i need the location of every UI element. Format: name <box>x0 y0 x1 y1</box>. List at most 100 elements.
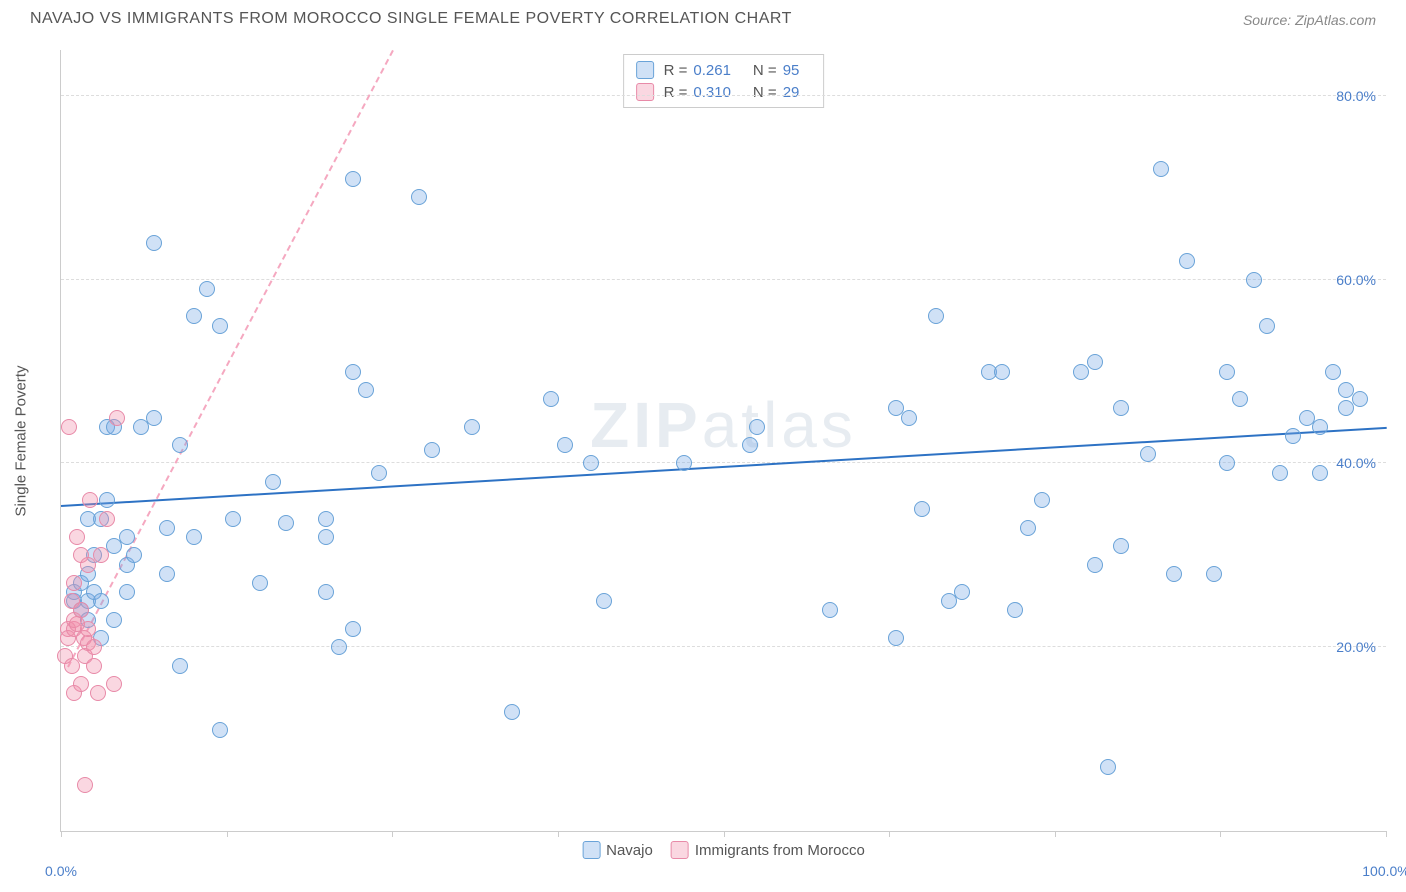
scatter-point <box>1219 455 1235 471</box>
scatter-point <box>318 511 334 527</box>
grid-line <box>61 279 1386 280</box>
scatter-point <box>742 437 758 453</box>
scatter-point <box>1140 446 1156 462</box>
scatter-point <box>345 171 361 187</box>
scatter-point <box>93 547 109 563</box>
n-label: N = <box>753 84 777 101</box>
stats-row-morocco: R = 0.310 N = 29 <box>636 81 812 103</box>
scatter-point <box>888 630 904 646</box>
scatter-point <box>464 419 480 435</box>
scatter-point <box>146 235 162 251</box>
scatter-point <box>1312 465 1328 481</box>
legend-item-navajo: Navajo <box>582 841 653 859</box>
scatter-point <box>1206 566 1222 582</box>
scatter-point <box>159 520 175 536</box>
scatter-point <box>676 455 692 471</box>
scatter-point <box>265 474 281 490</box>
scatter-point <box>106 676 122 692</box>
scatter-point <box>411 189 427 205</box>
n-label: N = <box>753 62 777 79</box>
scatter-point <box>99 492 115 508</box>
legend-label: Navajo <box>606 842 653 859</box>
x-tick-label: 100.0% <box>1362 863 1406 879</box>
legend-item-morocco: Immigrants from Morocco <box>671 841 865 859</box>
scatter-point <box>73 602 89 618</box>
scatter-point <box>504 704 520 720</box>
scatter-point <box>1113 538 1129 554</box>
scatter-point <box>371 465 387 481</box>
scatter-point <box>119 584 135 600</box>
n-value-morocco: 29 <box>783 84 800 101</box>
stats-row-navajo: R = 0.261 N = 95 <box>636 59 812 81</box>
x-tick-mark <box>558 831 559 837</box>
scatter-point <box>1259 318 1275 334</box>
scatter-point <box>345 621 361 637</box>
scatter-point <box>1285 428 1301 444</box>
scatter-point <box>331 639 347 655</box>
scatter-point <box>596 593 612 609</box>
scatter-point <box>225 511 241 527</box>
scatter-point <box>928 308 944 324</box>
swatch-navajo <box>582 841 600 859</box>
source-attribution: Source: ZipAtlas.com <box>1243 12 1376 28</box>
r-label: R = <box>664 84 688 101</box>
scatter-point <box>80 621 96 637</box>
scatter-point <box>994 364 1010 380</box>
y-tick-label: 60.0% <box>1336 272 1376 288</box>
scatter-point <box>1272 465 1288 481</box>
scatter-point <box>186 308 202 324</box>
swatch-navajo <box>636 61 654 79</box>
scatter-point <box>186 529 202 545</box>
scatter-point <box>146 410 162 426</box>
x-tick-mark <box>1220 831 1221 837</box>
scatter-point <box>1087 354 1103 370</box>
scatter-point <box>557 437 573 453</box>
x-tick-mark <box>227 831 228 837</box>
scatter-point <box>212 318 228 334</box>
scatter-point <box>954 584 970 600</box>
scatter-point <box>1087 557 1103 573</box>
scatter-point <box>77 777 93 793</box>
series-legend: Navajo Immigrants from Morocco <box>582 841 865 859</box>
scatter-point <box>914 501 930 517</box>
r-value-navajo: 0.261 <box>693 62 731 79</box>
scatter-point <box>1100 759 1116 775</box>
scatter-point <box>109 410 125 426</box>
scatter-point <box>119 529 135 545</box>
x-tick-mark <box>1386 831 1387 837</box>
scatter-point <box>318 529 334 545</box>
scatter-point <box>1020 520 1036 536</box>
scatter-point <box>159 566 175 582</box>
scatter-point <box>1325 364 1341 380</box>
correlation-scatter-chart: Single Female Poverty ZIPatlas R = 0.261… <box>60 50 1386 832</box>
x-tick-mark <box>889 831 890 837</box>
scatter-point <box>749 419 765 435</box>
regression-line <box>67 51 394 668</box>
scatter-point <box>126 547 142 563</box>
y-tick-label: 20.0% <box>1336 639 1376 655</box>
x-tick-mark <box>392 831 393 837</box>
swatch-morocco <box>636 83 654 101</box>
y-tick-label: 80.0% <box>1336 88 1376 104</box>
scatter-point <box>583 455 599 471</box>
r-label: R = <box>664 62 688 79</box>
scatter-point <box>1153 161 1169 177</box>
scatter-point <box>86 658 102 674</box>
scatter-point <box>1166 566 1182 582</box>
watermark: ZIPatlas <box>590 388 857 462</box>
scatter-point <box>252 575 268 591</box>
x-tick-mark <box>724 831 725 837</box>
y-tick-label: 40.0% <box>1336 455 1376 471</box>
scatter-point <box>1232 391 1248 407</box>
scatter-point <box>1034 492 1050 508</box>
legend-label: Immigrants from Morocco <box>695 842 865 859</box>
scatter-point <box>1007 602 1023 618</box>
scatter-point <box>901 410 917 426</box>
r-value-morocco: 0.310 <box>693 84 731 101</box>
grid-line <box>61 462 1386 463</box>
scatter-point <box>93 593 109 609</box>
scatter-point <box>199 281 215 297</box>
scatter-point <box>278 515 294 531</box>
grid-line <box>61 95 1386 96</box>
scatter-point <box>1312 419 1328 435</box>
